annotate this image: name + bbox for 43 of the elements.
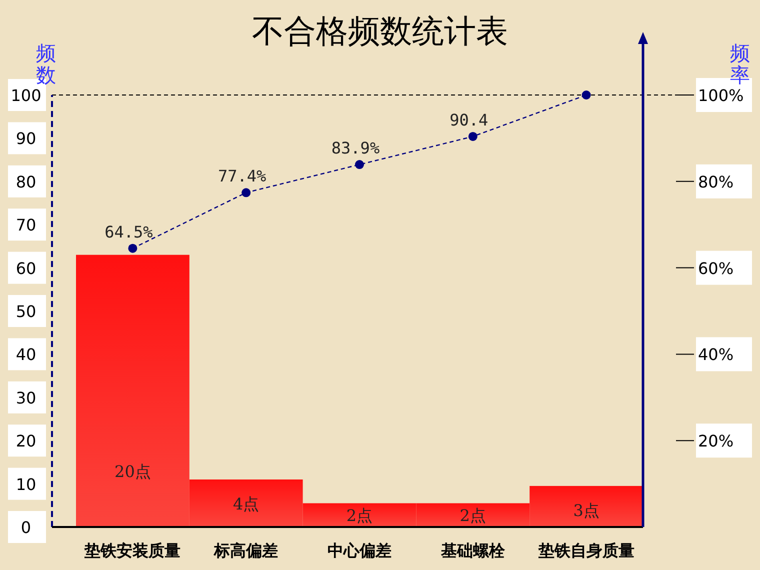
y2-tick-label: 80% <box>698 172 734 192</box>
data-label: 90.4 <box>450 110 488 130</box>
y-tick-label: 30 <box>16 388 36 408</box>
chart-title: 不合格频数统计表 <box>252 12 508 50</box>
y-tick-label: 20 <box>16 432 36 451</box>
annotation: 2点 <box>346 506 373 525</box>
y-tick-label: 60 <box>16 258 36 278</box>
y-tick-label: 80 <box>16 172 36 192</box>
y2-tick-label: 40% <box>698 345 734 364</box>
y2-axis-title: 频率 <box>730 41 750 87</box>
y-tick-label: 50 <box>16 302 36 321</box>
y-tick-label: 70 <box>16 216 36 235</box>
y2-tick-label: 60% <box>698 258 734 278</box>
point <box>468 132 478 141</box>
annotation: 20点 <box>114 462 151 481</box>
point <box>128 244 138 253</box>
x-tick-label: 标高偏差 <box>213 541 278 560</box>
annotation: 4点 <box>233 494 260 514</box>
y-tick-label: 90 <box>16 129 36 148</box>
data-label: 64.5% <box>104 222 154 242</box>
point <box>355 160 364 170</box>
y-tick-label: 10 <box>16 474 36 494</box>
y2-tick-label: 20% <box>698 432 734 451</box>
y-axis-title: 频数 <box>36 41 56 87</box>
x-tick-label: 垫铁自身质量 <box>537 541 634 560</box>
y-tick-label: 0 <box>20 518 32 537</box>
annotation: 3点 <box>573 500 600 520</box>
point <box>582 90 591 100</box>
x-tick-label: 基础螺栓 <box>440 541 506 560</box>
x-tick-label: 垫铁安装质量 <box>84 541 181 560</box>
point <box>242 188 251 198</box>
x-tick-label: 中心偏差 <box>328 541 392 560</box>
bar <box>189 479 303 527</box>
bar <box>76 254 190 527</box>
y2-tick-label: 100% <box>698 86 744 105</box>
y-tick-label: 40 <box>16 345 36 364</box>
data-label: 83.9% <box>331 138 380 158</box>
annotation: 2点 <box>460 506 486 525</box>
data-label: 77.4% <box>218 166 267 186</box>
bar <box>530 486 643 527</box>
bar <box>302 503 416 527</box>
y-tick-label: 100 <box>10 86 42 105</box>
bar <box>416 503 530 527</box>
